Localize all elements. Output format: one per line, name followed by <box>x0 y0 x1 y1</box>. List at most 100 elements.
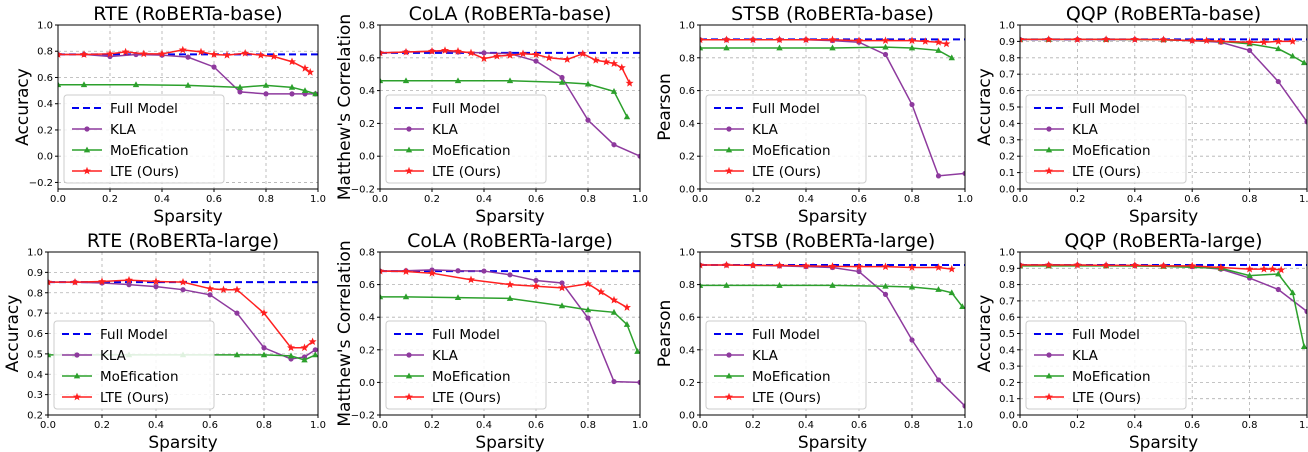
y-tick-label: 0.4 <box>359 313 375 324</box>
legend-marker <box>73 372 81 379</box>
data-point <box>237 89 243 95</box>
data-point <box>184 81 192 88</box>
x-tick-label: 0.8 <box>258 194 274 205</box>
data-point <box>962 170 965 177</box>
data-point <box>441 46 449 54</box>
series-line-circle <box>1020 264 1307 313</box>
data-point <box>908 44 916 51</box>
x-axis-label: Sparsity <box>1129 207 1198 227</box>
legend-marker <box>1046 126 1052 132</box>
data-point <box>775 261 784 269</box>
data-point <box>210 50 218 58</box>
x-tick-label: 0.4 <box>1127 420 1143 431</box>
y-axis-label: Pearson <box>655 73 675 141</box>
data-point <box>610 295 618 304</box>
y-tick-label: 0.1 <box>999 168 1015 179</box>
legend-marker <box>1045 146 1053 153</box>
y-tick-label: 1.0 <box>679 248 695 259</box>
plot-frame <box>699 24 966 190</box>
legend-label: Full Model <box>752 101 820 117</box>
series-line-triangle <box>700 284 963 308</box>
data-point <box>98 277 106 285</box>
legend-label: Full Model <box>1072 327 1140 343</box>
data-point <box>1259 264 1268 273</box>
data-point <box>935 377 942 383</box>
x-tick-label: 0.6 <box>202 420 218 431</box>
data-point <box>48 351 52 358</box>
data-point <box>219 285 228 294</box>
data-point <box>506 295 514 301</box>
y-axis-label: Accuracy <box>3 295 23 373</box>
x-tick-label: 1.0 <box>1299 420 1308 431</box>
data-point <box>882 51 889 58</box>
x-tick-label: 0.6 <box>528 420 544 431</box>
y-tick-label: −0.2 <box>351 411 375 422</box>
x-axis-label: Sparsity <box>475 207 544 227</box>
legend-marker <box>406 126 412 132</box>
legend-box <box>53 320 215 410</box>
legend-label: LTE (Ours) <box>100 390 169 406</box>
data-point <box>908 263 916 271</box>
data-point <box>308 337 317 346</box>
data-point <box>58 50 62 58</box>
y-tick-label: 0.7 <box>999 296 1015 307</box>
x-axis-label: Sparsity <box>475 433 544 452</box>
y-tick-label: 0.6 <box>999 313 1015 324</box>
x-axis-label: Sparsity <box>148 433 217 452</box>
data-point <box>139 49 148 58</box>
data-point <box>584 80 592 87</box>
plot-frame <box>379 251 641 416</box>
data-point <box>306 68 315 76</box>
data-point <box>1268 264 1277 273</box>
data-point <box>723 282 730 288</box>
y-tick-label: 0.2 <box>679 378 695 389</box>
legend-label: KLA <box>110 122 137 138</box>
x-axis-label: Sparsity <box>798 433 867 452</box>
data-point <box>802 35 810 44</box>
data-point <box>1275 286 1281 293</box>
data-point <box>263 91 269 97</box>
data-point <box>617 63 626 72</box>
data-point <box>962 403 965 409</box>
data-point <box>802 261 810 270</box>
data-point <box>1159 35 1168 44</box>
data-point <box>625 79 634 87</box>
data-point <box>1020 260 1024 269</box>
data-point <box>637 153 640 159</box>
data-point <box>909 101 915 108</box>
legend-label: KLA <box>752 122 779 138</box>
data-point <box>856 268 862 275</box>
data-point <box>380 293 384 300</box>
data-point <box>722 260 731 269</box>
x-tick-label: 0.4 <box>476 420 492 431</box>
data-point <box>623 113 631 120</box>
data-point <box>828 35 837 44</box>
x-tick-label: 0.8 <box>256 420 272 431</box>
series-group <box>1020 35 1307 125</box>
plot-frame <box>699 251 966 416</box>
y-tick-label: 0.0 <box>359 152 375 163</box>
legend-label: LTE (Ours) <box>110 164 179 180</box>
legend-marker <box>405 392 413 401</box>
data-point <box>312 351 318 358</box>
data-point <box>1073 260 1082 269</box>
chart-panel-0: 0.0 0.2 0.4 0.6 0.8 1.0 −0.2 0.0 0.2 0.4 0.6 0.8 1.0… <box>13 3 326 227</box>
x-tick-label: 0.2 <box>1069 194 1085 205</box>
data-point <box>80 81 88 88</box>
x-tick-label: 0.0 <box>692 194 708 205</box>
x-tick-label: 0.6 <box>1184 194 1200 205</box>
data-point <box>1245 38 1254 46</box>
chart-title: CoLA (RoBERTa-large) <box>407 230 613 252</box>
y-tick-label: 0.8 <box>679 280 695 291</box>
x-axis-label: Sparsity <box>798 207 867 227</box>
y-tick-label: 0.9 <box>999 264 1015 275</box>
data-point <box>749 35 757 44</box>
data-point <box>211 64 217 70</box>
series-line-star <box>380 49 631 84</box>
data-point <box>301 356 308 363</box>
data-point <box>256 50 265 59</box>
y-tick-label: 0.4 <box>999 119 1015 130</box>
data-point <box>233 351 241 358</box>
data-point <box>623 321 631 327</box>
